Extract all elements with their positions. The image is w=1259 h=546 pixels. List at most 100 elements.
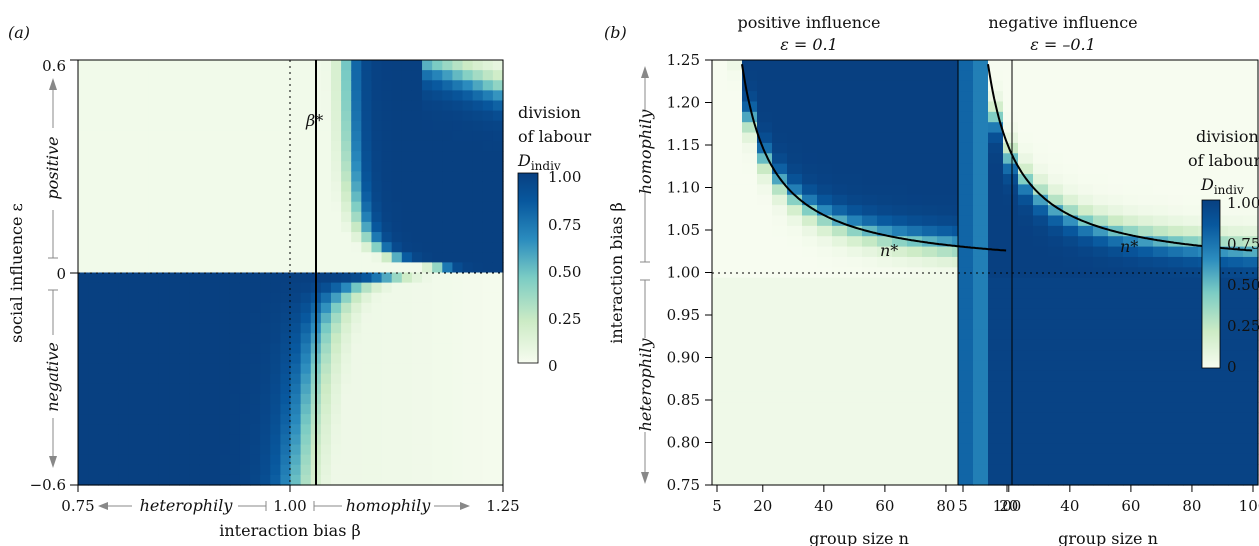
heatmap-cell <box>482 464 494 476</box>
heatmap-cell <box>422 211 433 223</box>
heatmap-cell <box>118 373 130 385</box>
heatmap-cell <box>442 323 454 334</box>
heatmap-cell <box>300 161 312 172</box>
heatmap-cell <box>300 80 312 91</box>
heatmap-cell <box>300 323 312 334</box>
heatmap-cell <box>371 272 383 284</box>
heatmap-cell <box>199 201 211 213</box>
heatmap-cell <box>78 434 89 446</box>
heatmap-cell <box>179 90 190 102</box>
heatmap-cell <box>280 302 292 314</box>
heatmap-cell <box>922 277 938 289</box>
heatmap-cell <box>108 414 120 425</box>
heatmap-cell <box>1108 122 1124 134</box>
heatmap-cell <box>78 161 89 172</box>
heatmap-cell <box>381 474 393 486</box>
heatmap-cell <box>432 312 443 324</box>
heatmap-cell <box>892 91 908 103</box>
heatmap-cell <box>937 122 953 134</box>
heatmap-cell <box>492 393 504 405</box>
heatmap-cell <box>361 161 373 172</box>
heatmap-cell <box>1168 70 1184 82</box>
heatmap-cell <box>1243 267 1259 279</box>
heatmap-cell <box>351 211 362 223</box>
heatmap-cell <box>169 333 180 344</box>
heatmap-cell <box>1123 360 1139 372</box>
heatmap-cell <box>1198 402 1214 414</box>
heatmap-cell <box>209 444 221 456</box>
heatmap-cell <box>128 404 140 415</box>
heatmap-cell <box>742 153 758 165</box>
heatmap-cell <box>401 110 413 122</box>
heatmap-cell <box>330 90 342 102</box>
heatmap-cell <box>1183 391 1199 403</box>
heatmap-cell <box>401 262 413 274</box>
heatmap-cell <box>1048 288 1064 300</box>
heatmap-cell <box>381 100 393 112</box>
heatmap-cell <box>1138 60 1154 71</box>
heatmap-cell <box>482 353 494 365</box>
heatmap-cell <box>1168 402 1184 414</box>
heatmap-cell <box>492 353 504 365</box>
heatmap-cell <box>422 373 433 385</box>
heatmap-cell <box>862 277 878 289</box>
heatmap-cell <box>260 161 271 172</box>
heatmap-cell <box>472 292 484 304</box>
heatmap-cell <box>432 343 443 355</box>
heatmap-cell <box>877 194 893 206</box>
heatmap-cell <box>260 80 271 91</box>
heatmap-cell <box>169 464 180 476</box>
heatmap-cell <box>757 412 773 424</box>
heatmap-cell <box>411 211 423 223</box>
heatmap-cell <box>381 171 393 183</box>
heatmap-cell <box>108 130 120 142</box>
heatmap-cell <box>1228 256 1244 268</box>
heatmap-cell <box>1228 163 1244 175</box>
heatmap-cell <box>442 363 454 375</box>
heatmap-cell <box>391 201 403 213</box>
heatmap-cell <box>351 333 362 344</box>
heatmap-cell <box>1033 474 1049 486</box>
heatmap-cell <box>391 161 403 172</box>
heatmap-cell <box>802 153 818 165</box>
heatmap-cell <box>169 100 180 112</box>
heatmap-cell <box>391 60 403 71</box>
heatmap-cell <box>1243 308 1259 320</box>
heatmap-cell <box>1093 122 1109 134</box>
heatmap-cell <box>988 80 1004 92</box>
heatmap-cell <box>1138 464 1154 476</box>
heatmap-cell <box>1018 402 1034 414</box>
heatmap-cell <box>1108 329 1124 341</box>
heatmap-cell <box>1033 453 1049 465</box>
heatmap-cell <box>1168 319 1184 331</box>
heatmap-cell <box>351 80 362 91</box>
heatmap-cell <box>922 319 938 331</box>
heatmap-cell <box>1093 246 1109 258</box>
heatmap-cell <box>138 302 150 314</box>
heatmap-cell <box>937 474 953 486</box>
heatmap-cell <box>1153 391 1169 403</box>
heatmap-cell <box>802 174 818 185</box>
heatmap-cell <box>802 91 818 103</box>
heatmap-cell <box>907 205 923 217</box>
heatmap-cell <box>290 100 302 112</box>
heatmap-cell <box>1228 122 1244 134</box>
heatmap-cell <box>199 90 211 102</box>
heatmap-cell <box>371 454 383 466</box>
heatmap-cell <box>432 140 443 152</box>
heatmap-cell <box>148 140 160 152</box>
heatmap-cell <box>712 215 728 227</box>
heatmap-cell <box>138 343 150 355</box>
heatmap-cell <box>1033 205 1049 217</box>
heatmap-cell <box>1003 277 1019 289</box>
heatmap-cell <box>280 262 292 274</box>
heatmap-cell <box>1138 132 1154 144</box>
heatmap-cell <box>1168 91 1184 103</box>
heatmap-cell <box>78 120 89 132</box>
heatmap-cell <box>832 329 848 341</box>
heatmap-cell <box>300 272 312 284</box>
heatmap-cell <box>1063 381 1079 393</box>
heatmap-cell <box>138 323 150 334</box>
heatmap-cell <box>371 242 383 253</box>
heatmap-cell <box>922 205 938 217</box>
